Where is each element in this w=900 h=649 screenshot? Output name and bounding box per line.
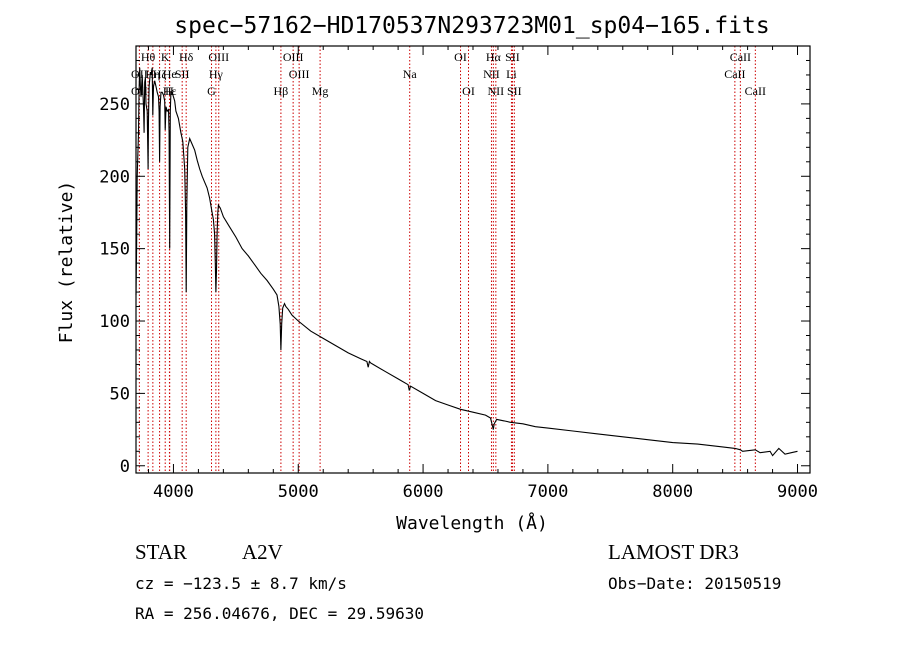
y-tick-label: 150 — [99, 240, 130, 260]
line-marker-label: Na — [403, 67, 418, 81]
line-marker-label: OIII — [283, 50, 304, 64]
line-marker-label: Hδ — [179, 50, 194, 64]
line-marker-label: Hζ — [153, 67, 167, 81]
line-marker-label: CaII — [745, 84, 766, 98]
line-marker-label: K — [161, 50, 170, 64]
y-tick-label: 200 — [99, 167, 130, 187]
line-marker-label: Hθ — [141, 50, 156, 64]
coordinates-readout: RA = 256.04676, DEC = 29.59630 — [135, 604, 424, 623]
line-marker-label: Hα — [486, 50, 502, 64]
line-marker-label: Li — [506, 67, 517, 81]
line-marker-label: OIII — [208, 50, 229, 64]
plot-frame — [135, 45, 811, 474]
spectrum-line — [135, 67, 798, 457]
line-marker-label: Hη — [145, 67, 160, 81]
line-marker-label: G — [207, 84, 216, 98]
y-tick-label: 100 — [99, 312, 130, 332]
line-marker-label: He — [163, 67, 177, 81]
object-subclass: A2V — [242, 540, 283, 564]
line-marker-label: CaII — [730, 50, 751, 64]
line-marker-label: OI — [454, 50, 467, 64]
x-tick-label: 6000 — [403, 482, 444, 502]
object-class: STAR — [135, 540, 187, 564]
survey-name: LAMOST DR3 — [608, 540, 739, 564]
x-tick-label: 9000 — [777, 482, 818, 502]
line-marker-label: SII — [175, 67, 190, 81]
line-marker-label: NII — [483, 67, 500, 81]
line-marker-group — [138, 46, 756, 473]
line-marker-label: CaII — [724, 67, 745, 81]
x-axis: 4000 5000 6000 7000 8000 9000 — [147, 46, 818, 502]
y-tick-label: 0 — [120, 457, 130, 477]
line-marker-label: SII — [507, 84, 522, 98]
line-marker-label: OI — [462, 84, 475, 98]
x-tick-label: 5000 — [278, 482, 319, 502]
y-axis-label: Flux (relative) — [56, 181, 77, 344]
y-axis: 0 50 100 150 200 250 — [99, 59, 810, 477]
redshift-readout: cz = −123.5 ± 8.7 km/s — [135, 574, 347, 593]
x-tick-label: 8000 — [652, 482, 693, 502]
x-tick-label: 4000 — [153, 482, 194, 502]
line-marker-label: NII — [488, 84, 505, 98]
x-axis-label: Wavelength (Å) — [396, 512, 548, 534]
y-tick-label: 250 — [99, 95, 130, 115]
chart-title: spec−57162−HD170537N293723M01_sp04−165.f… — [174, 13, 769, 39]
line-marker-label: Hβ — [274, 84, 289, 98]
line-marker-label: Hγ — [209, 67, 224, 81]
x-tick-label: 7000 — [527, 482, 568, 502]
line-marker-label: SII — [505, 50, 520, 64]
line-marker-label: Mg — [312, 84, 329, 98]
y-tick-label: 50 — [110, 384, 130, 404]
line-marker-label: H — [165, 84, 174, 98]
line-marker-label: OIII — [289, 67, 310, 81]
observation-date: Obs−Date: 20150519 — [608, 574, 782, 593]
